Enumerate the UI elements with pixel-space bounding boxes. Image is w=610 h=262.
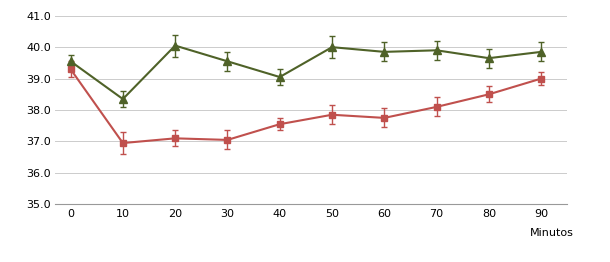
Text: Minutos: Minutos [529, 228, 573, 238]
